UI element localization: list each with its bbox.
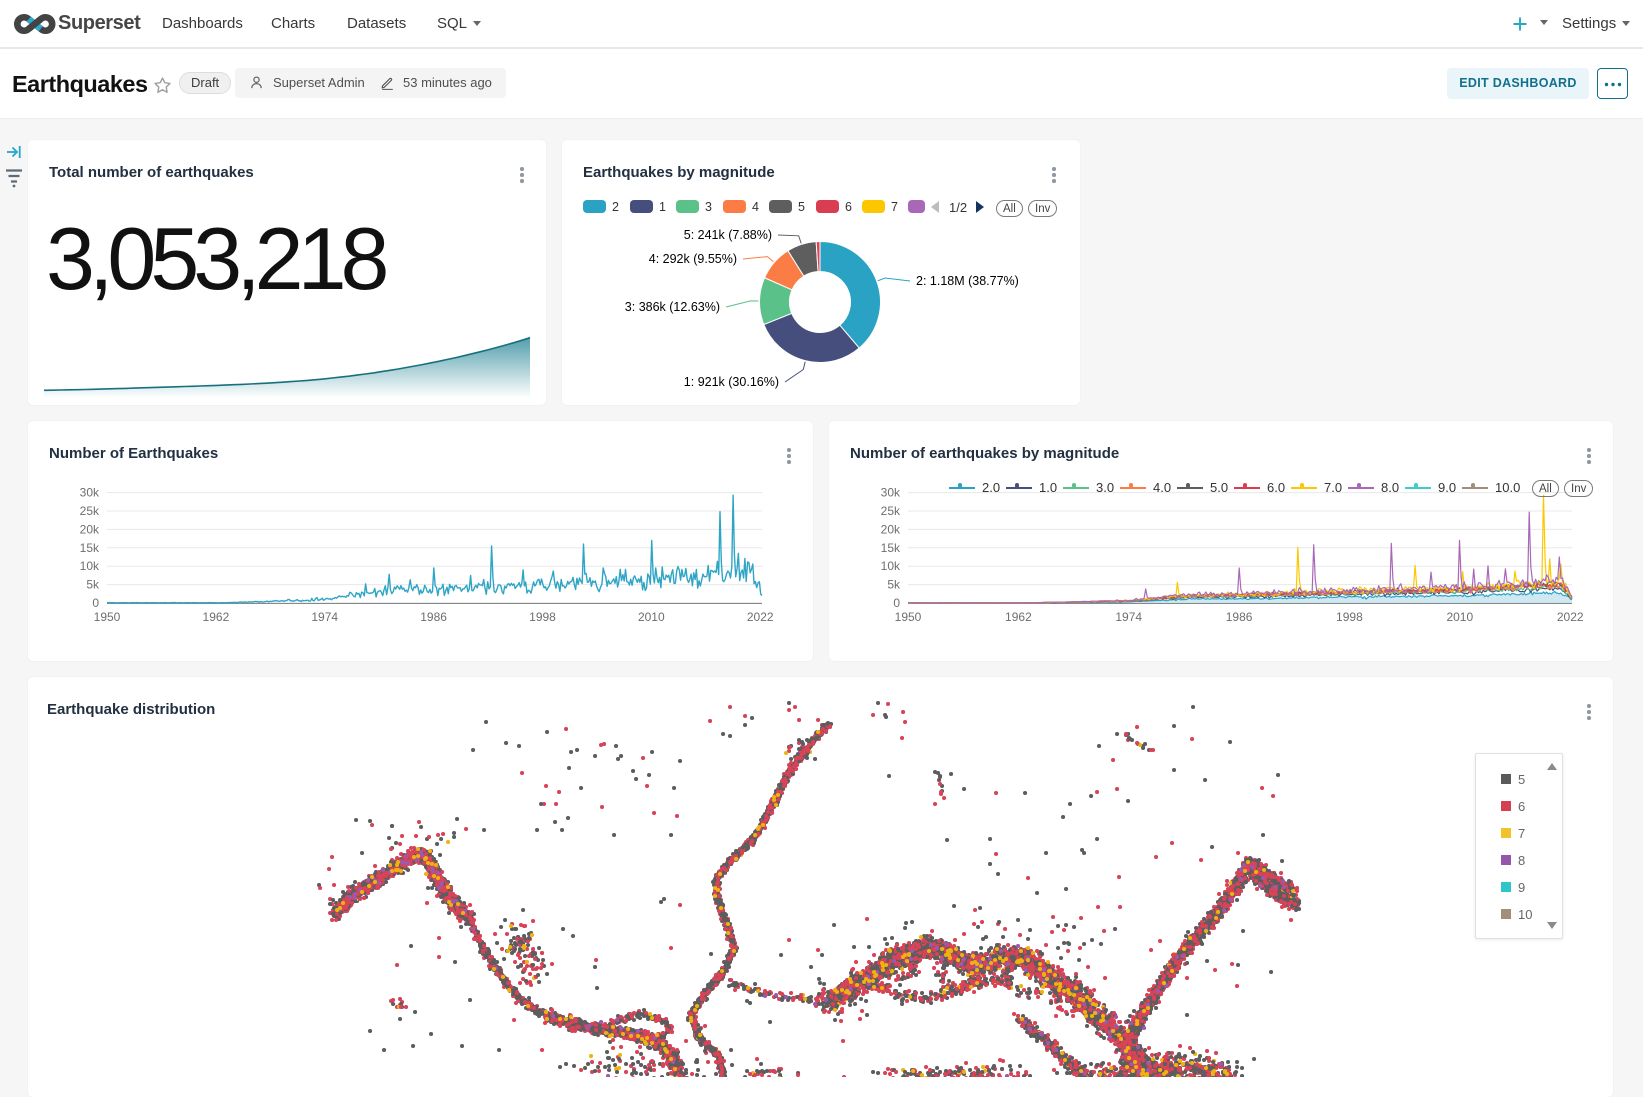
svg-text:2010: 2010 bbox=[638, 610, 665, 624]
svg-text:1950: 1950 bbox=[94, 610, 121, 624]
svg-text:1986: 1986 bbox=[1226, 610, 1253, 624]
svg-text:5k: 5k bbox=[86, 578, 100, 592]
svg-text:4: 292k (9.55%): 4: 292k (9.55%) bbox=[649, 252, 737, 266]
svg-text:30k: 30k bbox=[80, 486, 100, 500]
svg-text:2022: 2022 bbox=[747, 610, 774, 624]
svg-text:1986: 1986 bbox=[420, 610, 447, 624]
svg-text:10k: 10k bbox=[881, 559, 901, 573]
svg-text:5: 241k (7.88%): 5: 241k (7.88%) bbox=[684, 228, 772, 242]
svg-text:0: 0 bbox=[92, 596, 99, 610]
svg-text:1998: 1998 bbox=[1336, 610, 1363, 624]
svg-text:5k: 5k bbox=[887, 578, 901, 592]
svg-text:2022: 2022 bbox=[1557, 610, 1584, 624]
svg-text:3: 386k (12.63%): 3: 386k (12.63%) bbox=[625, 300, 720, 314]
svg-text:25k: 25k bbox=[80, 504, 100, 518]
svg-text:2010: 2010 bbox=[1446, 610, 1473, 624]
svg-text:0: 0 bbox=[893, 596, 900, 610]
svg-text:1: 921k (30.16%): 1: 921k (30.16%) bbox=[684, 375, 779, 389]
svg-text:1974: 1974 bbox=[1115, 610, 1142, 624]
svg-text:20k: 20k bbox=[80, 522, 100, 536]
svg-text:1962: 1962 bbox=[203, 610, 230, 624]
svg-text:30k: 30k bbox=[881, 486, 901, 500]
svg-text:1962: 1962 bbox=[1005, 610, 1032, 624]
svg-text:15k: 15k bbox=[881, 541, 901, 555]
svg-text:20k: 20k bbox=[881, 522, 901, 536]
svg-text:10k: 10k bbox=[80, 559, 100, 573]
svg-text:25k: 25k bbox=[881, 504, 901, 518]
svg-text:2: 1.18M (38.77%): 2: 1.18M (38.77%) bbox=[916, 274, 1019, 288]
svg-text:15k: 15k bbox=[80, 541, 100, 555]
svg-text:1950: 1950 bbox=[895, 610, 922, 624]
svg-text:1974: 1974 bbox=[311, 610, 338, 624]
svg-text:1998: 1998 bbox=[529, 610, 556, 624]
